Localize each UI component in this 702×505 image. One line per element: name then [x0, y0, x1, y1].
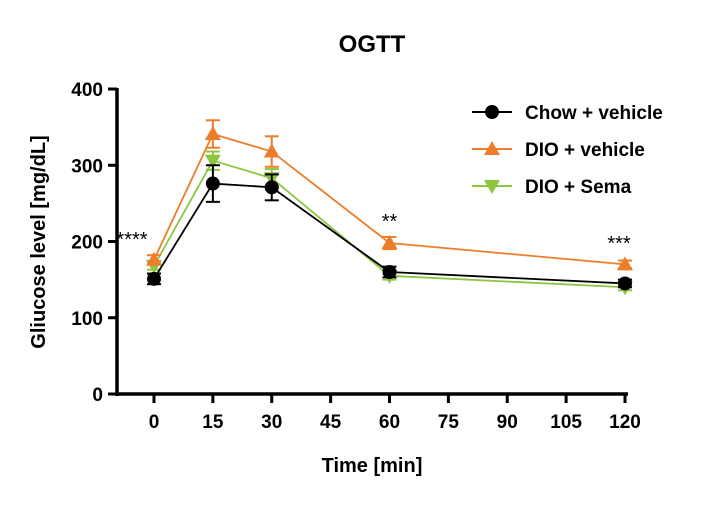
significance-annotation: ***	[607, 233, 631, 255]
data-point	[204, 125, 221, 140]
legend-marker	[484, 180, 500, 194]
series-chow-vehicle	[147, 164, 632, 291]
data-point	[263, 143, 280, 158]
y-axis-label: Gliucose level [mg/dL]	[28, 135, 50, 348]
data-point	[146, 251, 162, 266]
data-point	[147, 271, 161, 286]
x-tick-label: 75	[438, 412, 460, 433]
x-tick-label: 0	[149, 412, 160, 433]
x-tick-label: 60	[379, 412, 400, 433]
data-point	[618, 276, 632, 291]
legend-marker	[484, 141, 500, 155]
legend-marker	[485, 105, 499, 119]
x-tick-label: 120	[609, 412, 641, 433]
y-tick-label: 100	[71, 309, 103, 330]
data-point	[264, 180, 279, 195]
y-tick-label: 200	[71, 233, 103, 254]
x-tick-label: 45	[320, 412, 342, 433]
x-tick-label: 15	[202, 412, 224, 433]
chart-title: OGTT	[339, 31, 406, 58]
significance-annotation: ****	[116, 229, 147, 251]
significance-annotation: **	[382, 211, 398, 233]
x-axis-label: Time [min]	[322, 455, 423, 477]
legend-label: Chow + vehicle	[525, 103, 663, 124]
legend-label: DIO + Sema	[525, 177, 632, 198]
data-point	[204, 154, 221, 169]
data-point	[617, 256, 633, 271]
data-point	[205, 176, 220, 191]
x-tick-label: 105	[550, 412, 582, 433]
y-tick-label: 0	[92, 385, 103, 406]
y-tick-label: 300	[71, 156, 103, 177]
x-tick-label: 30	[261, 412, 282, 433]
legend-label: DIO + vehicle	[525, 140, 645, 161]
series-dio-vehicle	[146, 119, 633, 271]
data-point	[381, 235, 398, 250]
data-point	[382, 265, 397, 279]
x-tick-label: 90	[497, 412, 518, 433]
y-tick-label: 400	[71, 80, 103, 101]
